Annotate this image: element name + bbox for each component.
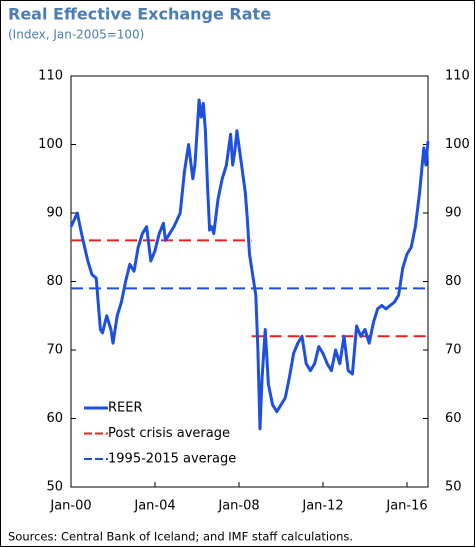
series-line (71, 239, 428, 338)
y2-tick-label: 60 (445, 411, 462, 426)
x-tick-label: Jan-00 (49, 499, 91, 514)
x-tick-label: Jan-12 (301, 499, 343, 514)
y2-tick-label: 110 (445, 69, 470, 84)
chart-title: Real Effective Exchange Rate (8, 5, 271, 24)
y-tick-label: 50 (46, 480, 63, 495)
legend-label: Post crisis average (108, 426, 230, 441)
source-note: Sources: Central Bank of Iceland; and IM… (8, 530, 353, 544)
y-tick-label: 100 (38, 137, 63, 152)
y-tick-label: 90 (46, 206, 63, 221)
y2-tick-label: 70 (445, 343, 462, 358)
y-tick-label: 110 (38, 69, 63, 84)
y-tick-label: 60 (46, 411, 63, 426)
y2-tick-label: 90 (445, 206, 462, 221)
x-tick-label: Jan-08 (217, 499, 259, 514)
legend-label: 1995-2015 average (108, 452, 236, 467)
x-tick-label: Jan-16 (385, 499, 427, 514)
legend-label: REER (108, 401, 143, 416)
y2-tick-label: 100 (445, 137, 470, 152)
y-tick-label: 70 (46, 343, 63, 358)
series-line (69, 98, 430, 431)
chart-subtitle: (Index, Jan-2005=100) (8, 28, 144, 42)
y2-tick-label: 50 (445, 480, 462, 495)
y2-tick-label: 80 (445, 274, 462, 289)
y-tick-label: 80 (46, 274, 63, 289)
x-tick-label: Jan-04 (133, 499, 175, 514)
